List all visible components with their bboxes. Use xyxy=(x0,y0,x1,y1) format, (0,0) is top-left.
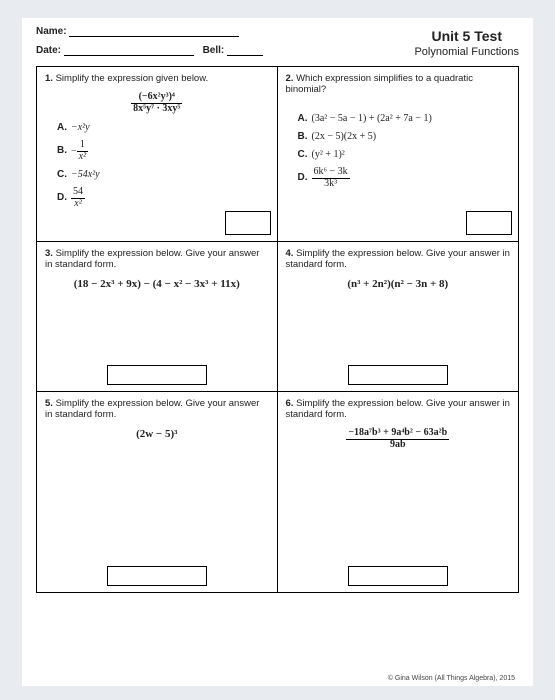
q1-choices: A.−x²y B.−1x² C.−54x²y D.54x² xyxy=(45,122,269,209)
q6-number: 6. xyxy=(286,398,294,409)
q1-choice-d: D.54x² xyxy=(57,187,269,209)
q3-number: 3. xyxy=(45,248,53,259)
date-row: Date: Bell: xyxy=(36,45,414,56)
q6-expression: −18a⁷b³ + 9a⁴b² − 63a²b9ab xyxy=(286,428,511,450)
q1-prompt: Simplify the expression given below. xyxy=(56,73,209,84)
q2-answer-box[interactable] xyxy=(466,211,512,235)
question-6: 6. Simplify the expression below. Give y… xyxy=(278,392,519,592)
q5-prompt: Simplify the expression below. Give your… xyxy=(45,398,259,420)
q1-choice-c: C.−54x²y xyxy=(57,169,269,180)
q3-prompt: Simplify the expression below. Give your… xyxy=(45,248,259,270)
question-3: 3. Simplify the expression below. Give y… xyxy=(37,242,278,392)
q4-number: 4. xyxy=(286,248,294,259)
q1-answer-box[interactable] xyxy=(225,211,271,235)
q4-answer-box[interactable] xyxy=(348,365,448,385)
bell-input-line[interactable] xyxy=(227,45,263,56)
header-right: Unit 5 Test Polynomial Functions xyxy=(414,26,519,58)
q6-answer-box[interactable] xyxy=(348,566,448,586)
q3-expression: (18 − 2x³ + 9x) − (4 − x² − 3x³ + 11x) xyxy=(45,278,269,290)
q4-expression: (n³ + 2n²)(n² − 3n + 8) xyxy=(286,278,511,290)
q2-choice-b: B.(2x − 5)(2x + 5) xyxy=(298,131,511,142)
name-input-line[interactable] xyxy=(69,26,239,37)
q2-choices: A.(3a² − 5a − 1) + (2a² + 7a − 1) B.(2x … xyxy=(286,113,511,189)
q1-choice-a: A.−x²y xyxy=(57,122,269,133)
question-1: 1. Simplify the expression given below. … xyxy=(37,67,278,242)
worksheet-page: Name: Date: Bell: Unit 5 Test Polynomial… xyxy=(22,18,533,686)
q1-expr-den: 8x⁵y⁷ · 3xy⁵ xyxy=(131,104,182,115)
q1-expression: (−6x²y³)⁴8x⁵y⁷ · 3xy⁵ xyxy=(45,92,269,114)
q6-expr-den: 9ab xyxy=(346,440,449,451)
q1-number: 1. xyxy=(45,73,53,84)
header: Name: Date: Bell: Unit 5 Test Polynomial… xyxy=(22,18,533,62)
q2-prompt: Which expression simplifies to a quadrat… xyxy=(286,73,473,95)
q5-answer-box[interactable] xyxy=(107,566,207,586)
q1-expr-num: (−6x²y³)⁴ xyxy=(131,92,182,104)
q2-choice-c: C.(y² + 1)² xyxy=(298,149,511,160)
q5-number: 5. xyxy=(45,398,53,409)
name-label: Name: xyxy=(36,26,67,37)
q2-choice-a: A.(3a² − 5a − 1) + (2a² + 7a − 1) xyxy=(298,113,511,124)
q2-number: 2. xyxy=(286,73,294,84)
q6-prompt: Simplify the expression below. Give your… xyxy=(286,398,510,420)
date-label: Date: xyxy=(36,45,61,56)
q4-prompt: Simplify the expression below. Give your… xyxy=(286,248,510,270)
question-4: 4. Simplify the expression below. Give y… xyxy=(278,242,519,392)
bell-label: Bell: xyxy=(203,45,225,56)
unit-title: Unit 5 Test xyxy=(414,28,519,44)
q2-choice-d: D.6k⁶ − 3k3k³ xyxy=(298,167,511,189)
q5-expression: (2w − 5)³ xyxy=(45,428,269,440)
footer-copyright: © Gina Wilson (All Things Algebra), 2015 xyxy=(388,675,515,682)
date-input-line[interactable] xyxy=(64,45,194,56)
name-row: Name: xyxy=(36,26,414,37)
q1-choice-b: B.−1x² xyxy=(57,140,269,162)
q6-expr-num: −18a⁷b³ + 9a⁴b² − 63a²b xyxy=(346,428,449,440)
question-2: 2. Which expression simplifies to a quad… xyxy=(278,67,519,242)
question-grid: 1. Simplify the expression given below. … xyxy=(36,66,519,593)
q3-answer-box[interactable] xyxy=(107,365,207,385)
header-left: Name: Date: Bell: xyxy=(36,26,414,58)
question-5: 5. Simplify the expression below. Give y… xyxy=(37,392,278,592)
unit-subtitle: Polynomial Functions xyxy=(414,46,519,58)
